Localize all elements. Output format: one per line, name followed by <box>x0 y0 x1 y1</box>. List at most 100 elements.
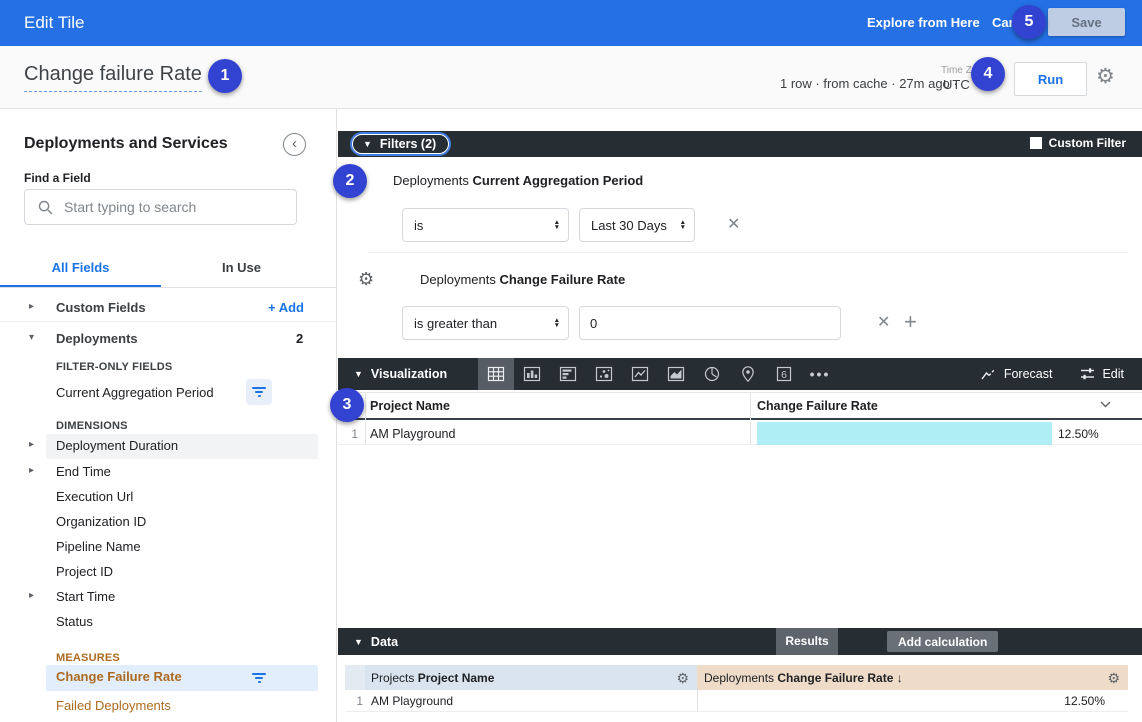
filters-toggle-button[interactable]: ▼ Filters (2) <box>352 134 450 154</box>
filter-active-button[interactable] <box>246 665 272 691</box>
query-status: 1 row · from cache · 27m ago · <box>780 76 958 91</box>
chevron-right-icon[interactable]: ▸ <box>29 439 35 450</box>
svg-text:6: 6 <box>781 369 787 381</box>
chevron-right-icon[interactable]: ▸ <box>29 301 35 312</box>
viz-area-chart-icon[interactable] <box>658 358 694 390</box>
filter-active-button[interactable] <box>246 379 272 405</box>
tile-title[interactable]: Change failure Rate <box>24 63 202 92</box>
explore-name: Deployments and Services <box>24 135 228 152</box>
viz-col-project-name[interactable]: Project Name <box>370 399 450 413</box>
query-bar: Change failure Rate 1 row · from cache ·… <box>0 46 1142 109</box>
edit-viz-button[interactable]: Edit <box>1080 367 1124 381</box>
chevron-down-icon[interactable]: ▾ <box>29 332 35 343</box>
search-icon <box>38 200 53 214</box>
window-title: Edit Tile <box>24 13 85 32</box>
save-button[interactable]: Save <box>1048 8 1125 36</box>
sidebar-item-deployment-duration[interactable]: ▸ Deployment Duration <box>0 434 337 459</box>
viz-pie-chart-icon[interactable] <box>694 358 730 390</box>
visualization-toggle[interactable]: ▼ Visualization <box>354 367 448 381</box>
sidebar-item-status[interactable]: Status <box>56 614 93 629</box>
results-tab[interactable]: Results <box>776 628 838 655</box>
data-section-bar: ▼ Data Results Add calculation Row Limit… <box>338 628 1142 655</box>
field-search-box[interactable] <box>24 189 297 225</box>
forecast-icon <box>981 368 996 380</box>
annotation-2: 2 <box>333 164 367 198</box>
viz-scatter-plot-icon[interactable] <box>586 358 622 390</box>
filter-icon <box>252 673 266 683</box>
filter-icon <box>252 387 266 397</box>
annotation-4: 4 <box>971 57 1005 91</box>
search-input[interactable] <box>64 199 274 215</box>
filter-2-value-input[interactable] <box>579 306 841 340</box>
column-menu-chevron-icon[interactable] <box>1100 401 1111 408</box>
viz-more-options-icon[interactable]: ••• <box>809 366 831 382</box>
annotation-5: 5 <box>1012 5 1046 39</box>
data-table-corner <box>345 665 365 690</box>
column-gear-icon[interactable]: ⚙ <box>676 669 689 686</box>
viz-line-chart-icon[interactable] <box>622 358 658 390</box>
chevron-right-icon[interactable]: ▸ <box>29 465 35 476</box>
collapse-sidebar-button[interactable]: ‹ <box>283 133 306 156</box>
viz-value-bar <box>757 422 1052 445</box>
viz-table-icon[interactable] <box>478 358 514 390</box>
sidebar-group-deployments[interactable]: ▾ Deployments 2 <box>29 331 304 346</box>
column-gear-icon[interactable]: ⚙ <box>1107 669 1120 686</box>
sidebar-item-project-id[interactable]: Project ID <box>56 564 114 579</box>
top-bar: Edit Tile Explore from Here Cancel Save <box>0 0 1142 46</box>
query-settings-gear-icon[interactable]: ⚙ <box>1096 65 1115 88</box>
sidebar-item-end-time[interactable]: ▸ End Time <box>29 464 111 479</box>
sidebar-item-current-aggregation-period[interactable]: Current Aggregation Period <box>0 379 337 406</box>
add-custom-field-button[interactable]: + Add <box>268 300 304 315</box>
viz-column-chart-icon[interactable] <box>514 358 550 390</box>
data-col-project-name[interactable]: Projects Project Name ⚙ <box>365 665 697 690</box>
fields-in-use-count: 2 <box>296 331 304 346</box>
add-filter-condition-icon[interactable]: + <box>904 309 917 334</box>
viz-col-change-failure-rate[interactable]: Change Failure Rate <box>757 399 878 413</box>
custom-filter-checkbox[interactable] <box>1029 137 1042 149</box>
data-toggle[interactable]: ▼ Data <box>354 635 399 649</box>
filter-1-field-label: Deployments Current Aggregation Period <box>393 173 644 188</box>
run-button[interactable]: Run <box>1014 62 1087 96</box>
filter-1-operator-select[interactable]: is ▲ ▼ <box>402 208 569 242</box>
select-arrows-icon: ▲ ▼ <box>679 218 686 231</box>
viz-cell-project: AM Playground <box>370 427 456 441</box>
explore-from-here-button[interactable]: Explore from Here <box>867 15 980 30</box>
viz-bar-chart-icon[interactable] <box>550 358 586 390</box>
visualization-section-bar: ▼ Visualization <box>338 358 1142 390</box>
filter-2-gear-icon[interactable]: ⚙ <box>358 269 375 289</box>
sidebar-item-change-failure-rate[interactable]: Change Failure Rate <box>0 665 337 691</box>
viz-table-row[interactable]: 1 AM Playground 12.50% <box>338 422 1142 445</box>
caret-down-icon: ▼ <box>363 139 372 149</box>
sidebar-item-failed-deployments[interactable]: Failed Deployments <box>56 698 171 713</box>
data-cell-project: AM Playground <box>371 694 454 708</box>
sidebar-item-start-time[interactable]: ▸ Start Time <box>29 589 116 604</box>
viz-single-value-icon[interactable]: 6 <box>766 358 802 390</box>
data-table-row[interactable]: 1 AM Playground 12.50% <box>345 690 1128 712</box>
add-calculation-button[interactable]: Add calculation <box>887 631 999 652</box>
settings-sliders-icon <box>1081 368 1095 380</box>
tab-all-fields[interactable]: All Fields <box>51 260 110 275</box>
filter-1-value-select[interactable]: Last 30 Days ▲ ▼ <box>579 208 695 242</box>
remove-filter-2-icon[interactable]: ✕ <box>877 314 891 331</box>
data-col-change-failure-rate[interactable]: Deployments Change Failure Rate ↓ ⚙ <box>697 665 1128 690</box>
sidebar-item-pipeline-name[interactable]: Pipeline Name <box>56 539 141 554</box>
data-cell-value: 12.50% <box>1064 694 1105 708</box>
remove-filter-1-icon[interactable]: ✕ <box>727 216 741 233</box>
filter-2-operator-select[interactable]: is greater than ▲ ▼ <box>402 306 569 340</box>
find-a-field-label: Find a Field <box>24 171 91 185</box>
sidebar-item-custom-fields[interactable]: ▸ Custom Fields + Add <box>29 300 304 315</box>
chevron-right-icon[interactable]: ▸ <box>29 590 35 601</box>
active-tab-underline <box>0 285 161 288</box>
section-dimensions: DIMENSIONS <box>56 420 128 432</box>
viz-table-header: Project Name Change Failure Rate <box>338 392 1142 421</box>
sidebar-item-organization-id[interactable]: Organization ID <box>56 514 147 529</box>
viz-map-icon[interactable] <box>730 358 766 390</box>
select-arrows-icon: ▲ ▼ <box>553 218 560 231</box>
field-picker-sidebar: Deployments and Services ‹ Find a Field … <box>0 109 337 722</box>
section-measures: MEASURES <box>56 652 120 664</box>
timezone-value[interactable]: UTC <box>943 77 970 92</box>
tab-in-use[interactable]: In Use <box>221 260 261 275</box>
forecast-button[interactable]: Forecast <box>981 367 1052 381</box>
sidebar-item-execution-url[interactable]: Execution Url <box>56 489 134 504</box>
